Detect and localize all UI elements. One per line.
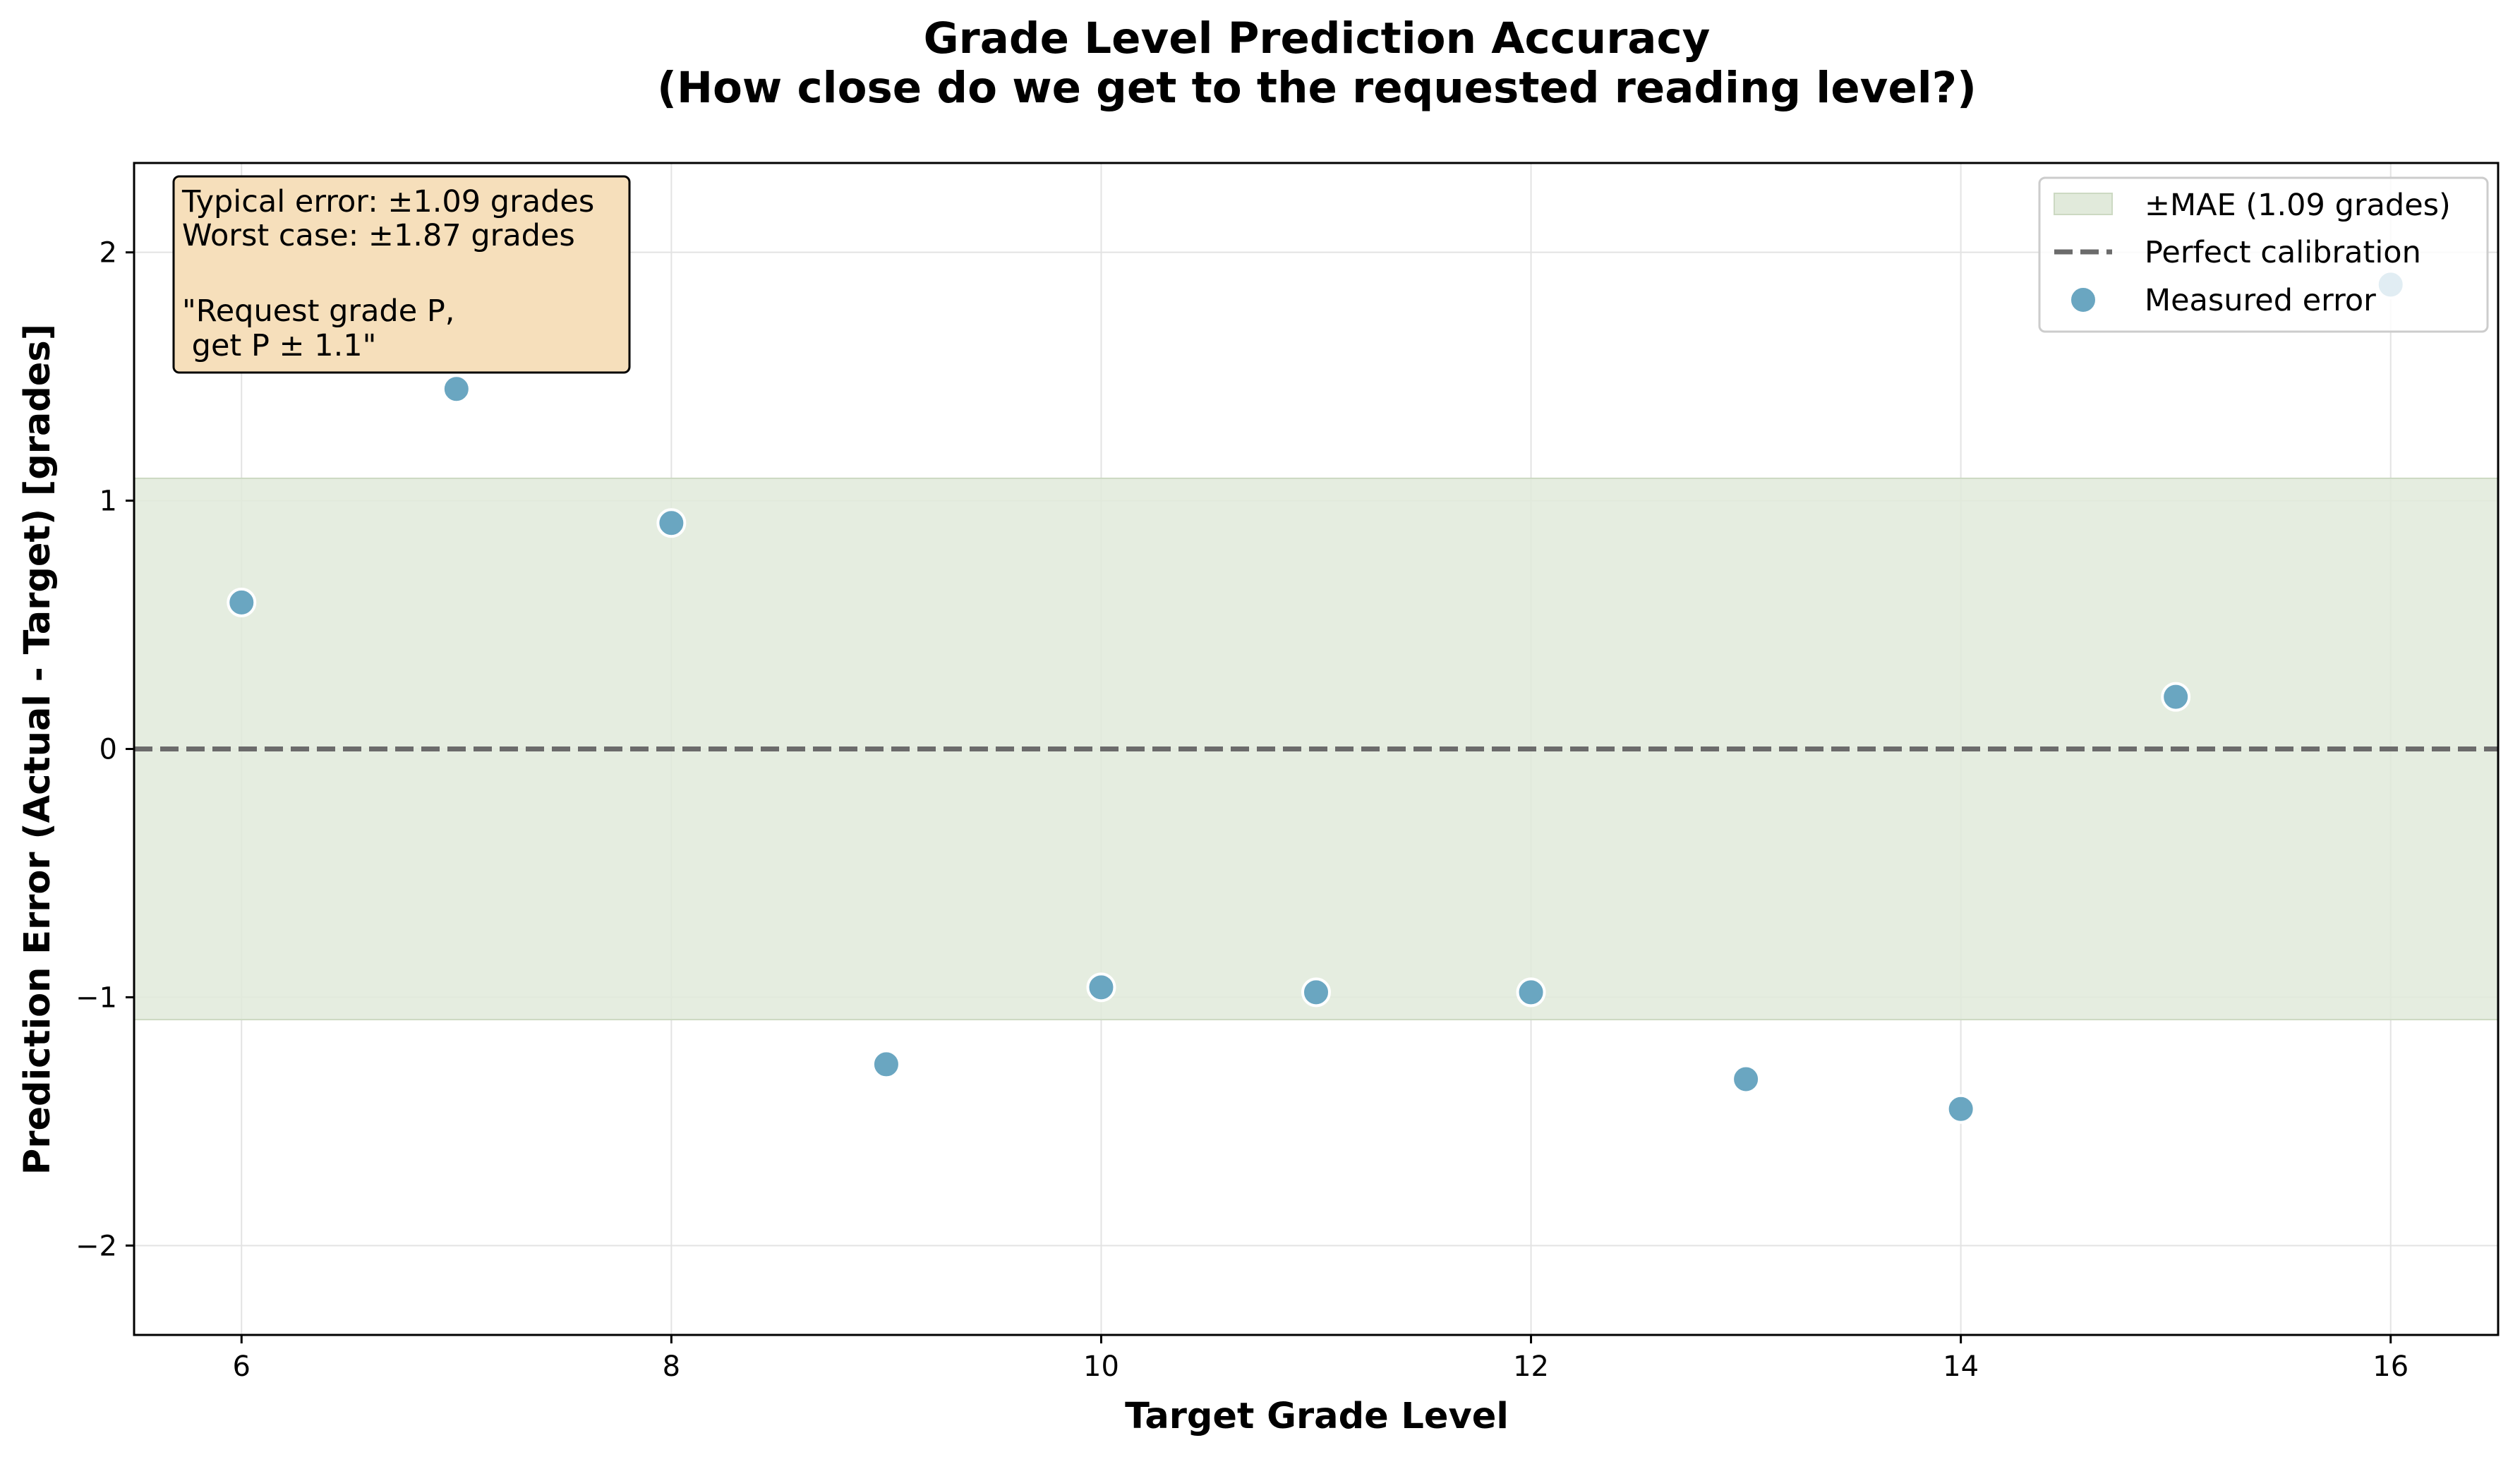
chart-subtitle: (How close do we get to the requested re… — [657, 63, 1977, 113]
y-tick-label: 2 — [100, 237, 117, 270]
y-tick-label: −1 — [76, 981, 117, 1014]
x-axis-ticks: 6 8 10 12 14 16 — [233, 1335, 2409, 1383]
chart-title: Grade Level Prediction Accuracy — [924, 13, 1711, 64]
data-point — [1086, 972, 1116, 1003]
annotation-line-4: "Request grade P, — [182, 294, 454, 329]
x-tick-label: 12 — [1513, 1350, 1549, 1383]
data-point — [1301, 977, 1331, 1008]
annotation-box: Typical error: ±1.09 grades Worst case: … — [172, 175, 631, 374]
data-point — [441, 374, 471, 404]
legend-label-points: Measured error — [2145, 283, 2376, 318]
data-point — [2161, 682, 2191, 712]
legend: ±MAE (1.09 grades) Perfect calibration M… — [2038, 176, 2489, 333]
y-axis-label: Prediction Error (Actual - Target) [grad… — [17, 324, 59, 1175]
y-tick-label: −2 — [76, 1230, 117, 1262]
data-point — [1946, 1094, 1976, 1124]
y-tick-label: 1 — [100, 485, 117, 518]
data-point — [1731, 1064, 1761, 1094]
x-tick-label: 16 — [2373, 1350, 2409, 1383]
legend-frame — [2038, 176, 2489, 333]
data-point — [656, 508, 687, 538]
legend-swatch-band — [2054, 193, 2113, 215]
data-point — [1516, 977, 1546, 1008]
x-axis-label: Target Grade Level — [1125, 1396, 1509, 1437]
annotation-line-2: Worst case: ±1.87 grades — [182, 218, 575, 253]
data-point — [227, 587, 257, 617]
x-tick-label: 8 — [663, 1350, 680, 1383]
legend-label-reference-line: Perfect calibration — [2145, 235, 2421, 270]
x-tick-label: 14 — [1943, 1350, 1979, 1383]
x-tick-label: 6 — [233, 1350, 251, 1383]
annotation-line-1: Typical error: ±1.09 grades — [181, 184, 594, 219]
legend-swatch-points — [2068, 285, 2098, 315]
y-axis-ticks: −2 −1 0 1 2 — [76, 237, 134, 1262]
x-tick-label: 10 — [1083, 1350, 1119, 1383]
annotation-line-5: get P ± 1.1" — [182, 328, 376, 363]
y-tick-label: 0 — [100, 734, 117, 766]
annotation-background — [172, 175, 631, 374]
legend-label-band: ±MAE (1.09 grades) — [2145, 188, 2451, 223]
data-point — [871, 1049, 901, 1080]
